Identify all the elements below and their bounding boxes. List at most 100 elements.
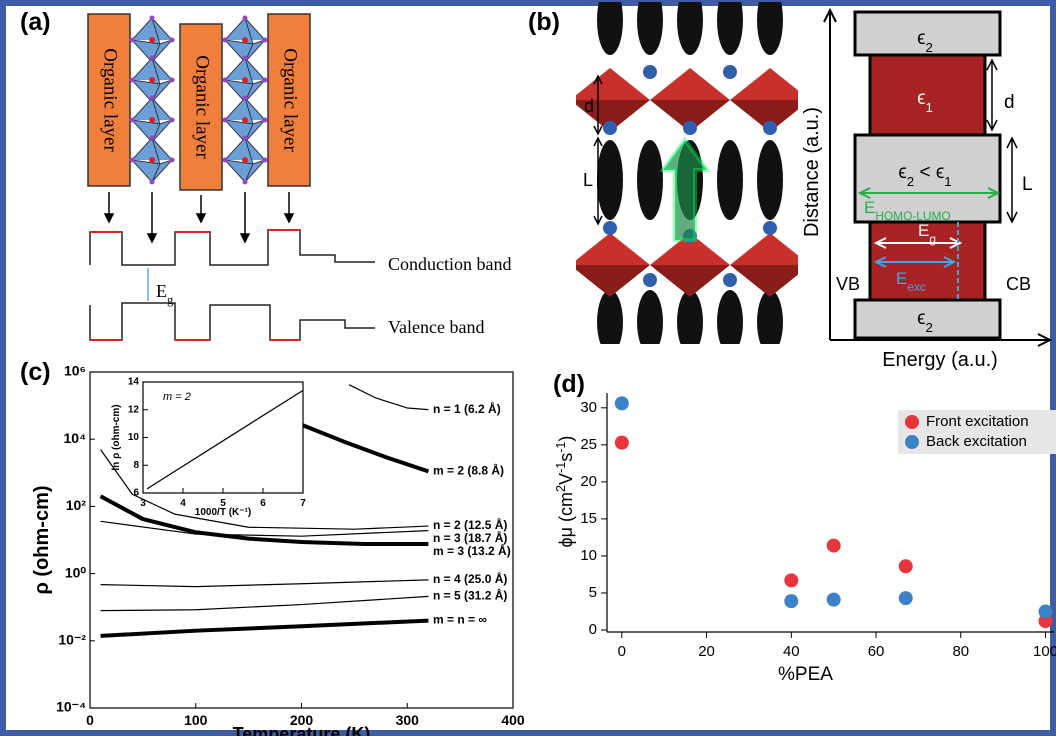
series-label: n = 5 (31.2 Å): [433, 588, 507, 603]
y-axis-label: Distance (a.u.): [801, 107, 823, 237]
octahedron: [650, 265, 730, 297]
cation: [723, 273, 737, 287]
organic-molecule: [597, 290, 623, 344]
migration-arrow: [659, 136, 711, 242]
octahedron: [650, 100, 730, 132]
organic-molecule: [597, 140, 623, 220]
valence-line: [89, 302, 375, 341]
cation: [643, 273, 657, 287]
text-part: E: [896, 269, 907, 288]
text-part: ): [556, 436, 576, 442]
panel-a: (a) Organic layer Organic layer Organic …: [20, 8, 512, 341]
y-tick-label: 10²: [66, 497, 87, 513]
gap-label: Eg: [918, 221, 936, 246]
atom: [149, 95, 155, 101]
legend-label: Front excitation: [926, 413, 1029, 430]
organic-molecule: [717, 290, 743, 344]
y-tick-label: 6: [133, 488, 139, 499]
cation: [603, 221, 617, 235]
cb-label: CB: [1006, 274, 1031, 294]
series-label: n = 4 (25.0 Å): [433, 571, 507, 586]
legend-box: [898, 410, 1056, 454]
organic-boxes: [87, 13, 311, 191]
conduction-label: Conduction band: [388, 254, 512, 274]
atom: [129, 117, 135, 123]
text-part: E: [864, 198, 875, 217]
script-part: 2: [907, 174, 914, 189]
point: [898, 559, 913, 574]
text-part: ϵ: [917, 28, 925, 49]
x-axis-label: 1000/T (K⁻¹): [195, 507, 251, 518]
x-tick-label: 80: [952, 643, 969, 660]
atom: [242, 95, 248, 101]
series-line: [100, 595, 429, 612]
homo-lumo-label: EHOMO-LUMO: [864, 198, 951, 223]
x-tick-label: 60: [868, 643, 885, 660]
series-line: [348, 384, 429, 411]
script-part: 2: [554, 485, 568, 492]
exciton-arrow: [873, 256, 957, 268]
series-line: [100, 579, 429, 588]
atom: [262, 77, 268, 83]
point: [1038, 614, 1053, 629]
series-line: [300, 422, 430, 474]
y-axis-label: ϕμ (cm2V-1s-1): [554, 436, 576, 548]
text-part: s: [556, 453, 576, 462]
atom: [169, 157, 175, 163]
octahedra: [129, 15, 268, 185]
script-part: -1: [554, 462, 568, 473]
series-line: [146, 389, 304, 490]
cation: [683, 121, 697, 135]
l-label: L: [583, 170, 593, 190]
y-tick-label: 10⁶: [64, 363, 86, 379]
atom: [222, 37, 228, 43]
atom: [149, 37, 155, 43]
text-part: ϵ: [917, 308, 925, 329]
x-axis-label: Energy (a.u.): [882, 349, 998, 371]
atom: [242, 15, 248, 21]
panel-label: (b): [528, 8, 560, 36]
series-label: m = 3 (13.2 Å): [433, 543, 511, 558]
organic-molecule: [637, 290, 663, 344]
atom: [242, 157, 248, 163]
text-part: V: [556, 473, 576, 485]
cation: [763, 121, 777, 135]
atom: [149, 55, 155, 61]
legend-marker: [905, 415, 919, 429]
x-tick-label: 20: [698, 643, 715, 660]
series-line: [100, 449, 429, 530]
atom: [149, 157, 155, 163]
script-part: 1: [944, 174, 951, 189]
script-part: 1: [926, 100, 933, 115]
atom: [242, 77, 248, 83]
gap-label: Eg: [156, 281, 174, 307]
organic-box: [267, 13, 311, 187]
x-tick-label: 100: [184, 712, 208, 728]
script-part: g: [929, 232, 936, 246]
valence-label: Valence band: [388, 317, 484, 337]
cation: [643, 65, 657, 79]
text-part: ϵ: [917, 88, 925, 109]
organic-molecule: [757, 2, 783, 55]
y-tick-label: 10: [128, 432, 140, 443]
atom: [222, 117, 228, 123]
panel-b: (b) d L ϵ2 ϵ1 ϵ2 < ϵ1 ϵ2 d L EHOMO-LUMO …: [528, 2, 1053, 371]
x-tick-label: 6: [260, 498, 266, 509]
organic-molecule: [717, 2, 743, 55]
point: [784, 573, 799, 588]
organic-label: Organic layer: [280, 48, 301, 152]
x-tick-label: 0: [618, 643, 626, 660]
text-part: E: [156, 281, 167, 301]
octahedron: [576, 68, 650, 100]
octahedron: [650, 233, 730, 265]
y-tick-label: 10⁻⁴: [56, 699, 86, 715]
text-part: < ϵ: [914, 162, 944, 183]
atom: [262, 37, 268, 43]
atom: [169, 77, 175, 83]
x-tick-label: 0: [86, 712, 94, 728]
atom: [169, 37, 175, 43]
y-tick-label: 10: [580, 547, 597, 564]
atom: [169, 117, 175, 123]
atom: [149, 15, 155, 21]
